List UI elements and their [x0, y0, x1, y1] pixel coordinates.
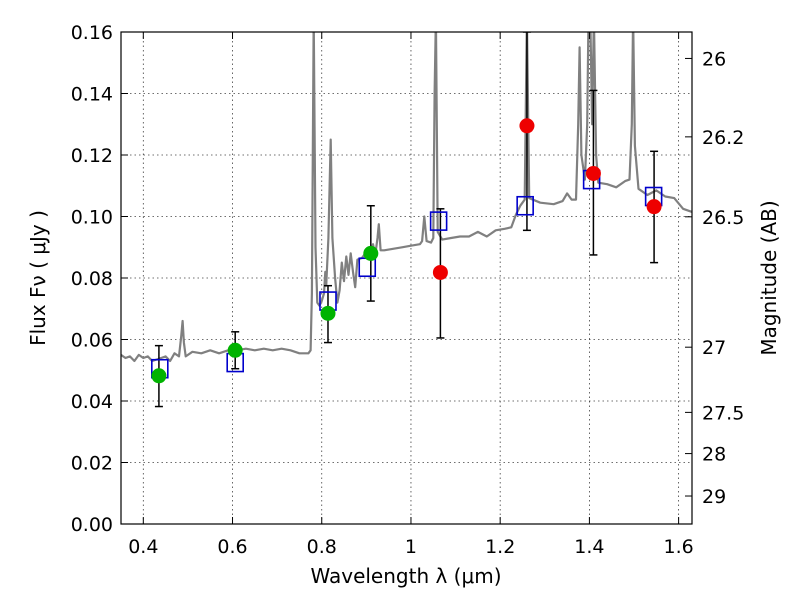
observed-point-green: [151, 368, 167, 384]
right-axis-title: Magnitude (AB): [757, 200, 781, 355]
spectrum-layer: [121, 32, 692, 363]
x-tick-label: 1.4: [574, 536, 604, 558]
y-tick-label: 0.12: [71, 145, 113, 167]
observed-point-red: [519, 118, 535, 134]
right-axis-tick-label: 29: [702, 486, 726, 508]
x-tick-label: 1.6: [664, 536, 694, 558]
observed-point-red: [432, 264, 448, 280]
y-tick-label: 0.00: [71, 514, 113, 536]
y-tick-label: 0.04: [71, 391, 113, 413]
observed-point-green: [320, 305, 336, 321]
x-tick-label: 0.6: [217, 536, 247, 558]
right-axis-tick-label: 26: [702, 48, 726, 70]
y-tick-label: 0.14: [71, 84, 113, 106]
observed-point-red: [585, 165, 601, 181]
marker-layer: [151, 118, 663, 384]
model-photometry-square: [516, 195, 534, 216]
x-tick-label: 1: [405, 536, 417, 558]
observed-point-green: [363, 245, 379, 261]
y-tick-label: 0.16: [71, 22, 113, 44]
spectrum-line: [121, 32, 692, 363]
right-axis-tick-label: 26.2: [702, 127, 744, 149]
model-photometry-square: [429, 211, 448, 231]
x-tick-label: 0.4: [128, 536, 158, 558]
x-axis-title: Wavelength λ (μm): [310, 564, 501, 588]
x-tick-label: 0.8: [307, 536, 337, 558]
right-axis-tick-label: 27.5: [702, 402, 744, 424]
x-tick-label: 1.2: [485, 536, 515, 558]
y-tick-label: 0.10: [71, 207, 113, 229]
y-tick-label: 0.08: [71, 268, 113, 290]
ticks: 0.4 0.6 0.8 1 1.2 1.4 1.6 0.00 0.02 0.04 0.06 0.08 0…: [71, 22, 745, 558]
observed-point-green: [227, 342, 243, 358]
right-axis-tick-label: 27: [702, 337, 726, 359]
right-axis-tick-label: 26.5: [702, 207, 744, 229]
right-axis-tick-label: 28: [702, 444, 726, 466]
observed-point-red: [646, 199, 662, 215]
y-axis-title: Flux Fν ( μJy ): [26, 210, 50, 346]
y-tick-label: 0.06: [71, 330, 113, 352]
grid: [121, 32, 692, 524]
y-tick-label: 0.02: [71, 453, 113, 475]
